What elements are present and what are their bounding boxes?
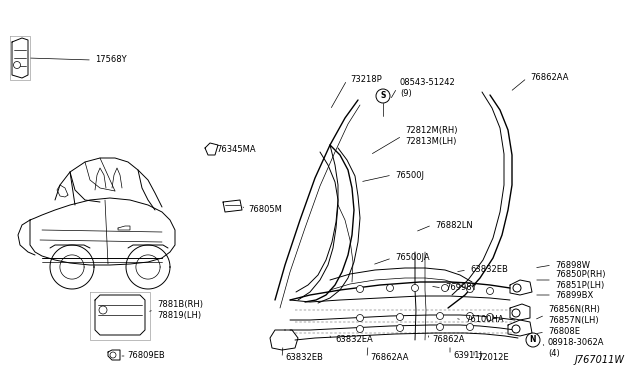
Text: 76808E: 76808E (548, 327, 580, 337)
Circle shape (387, 285, 394, 292)
Text: 76882LN: 76882LN (435, 221, 473, 230)
Text: 76500J: 76500J (395, 170, 424, 180)
Text: 72812M(RH)
72813M(LH): 72812M(RH) 72813M(LH) (405, 126, 458, 146)
Text: 7881B(RH)
78819(LH): 7881B(RH) 78819(LH) (157, 300, 203, 320)
Text: 76805M: 76805M (248, 205, 282, 215)
Text: 76862AA: 76862AA (370, 353, 408, 362)
Text: 76899BX: 76899BX (555, 291, 593, 299)
Text: 76856N(RH)
76857N(LH): 76856N(RH) 76857N(LH) (548, 305, 600, 325)
Text: 73218P: 73218P (350, 76, 381, 84)
Text: 76500JA: 76500JA (395, 253, 429, 263)
Text: 63832EA: 63832EA (335, 336, 372, 344)
Text: 76862AA: 76862AA (530, 74, 568, 83)
Circle shape (436, 312, 444, 320)
Circle shape (13, 61, 20, 68)
Text: 63832EB: 63832EB (470, 266, 508, 275)
Circle shape (467, 285, 474, 292)
Text: 76100HA: 76100HA (465, 315, 504, 324)
Circle shape (356, 285, 364, 292)
Circle shape (467, 324, 474, 330)
Text: 08918-3062A
(4): 08918-3062A (4) (548, 338, 605, 358)
Circle shape (442, 285, 449, 292)
Circle shape (110, 352, 116, 358)
Text: N: N (530, 336, 536, 344)
Text: 08543-51242
(9): 08543-51242 (9) (400, 78, 456, 98)
Text: 76345MA: 76345MA (216, 145, 255, 154)
Circle shape (397, 324, 403, 331)
Circle shape (356, 326, 364, 333)
Text: 76898W: 76898W (555, 260, 590, 269)
Circle shape (513, 284, 521, 292)
Text: 63911J: 63911J (453, 350, 482, 359)
Circle shape (467, 312, 474, 320)
Circle shape (512, 309, 520, 317)
Circle shape (436, 324, 444, 330)
Text: 76850P(RH)
76851P(LH): 76850P(RH) 76851P(LH) (555, 270, 605, 290)
Text: 72012E: 72012E (477, 353, 509, 362)
Circle shape (486, 314, 493, 321)
Circle shape (99, 306, 107, 314)
Text: J767011W: J767011W (575, 355, 625, 365)
Text: 17568Y: 17568Y (95, 55, 127, 64)
Text: 76809EB: 76809EB (127, 352, 164, 360)
Circle shape (526, 333, 540, 347)
Circle shape (356, 314, 364, 321)
Text: 76862A: 76862A (432, 336, 465, 344)
Text: 76998Y: 76998Y (445, 283, 477, 292)
Circle shape (486, 288, 493, 295)
Text: 63832EB: 63832EB (285, 353, 323, 362)
Text: S: S (380, 92, 386, 100)
Circle shape (397, 314, 403, 321)
Circle shape (412, 285, 419, 292)
Circle shape (512, 325, 520, 333)
Circle shape (376, 89, 390, 103)
